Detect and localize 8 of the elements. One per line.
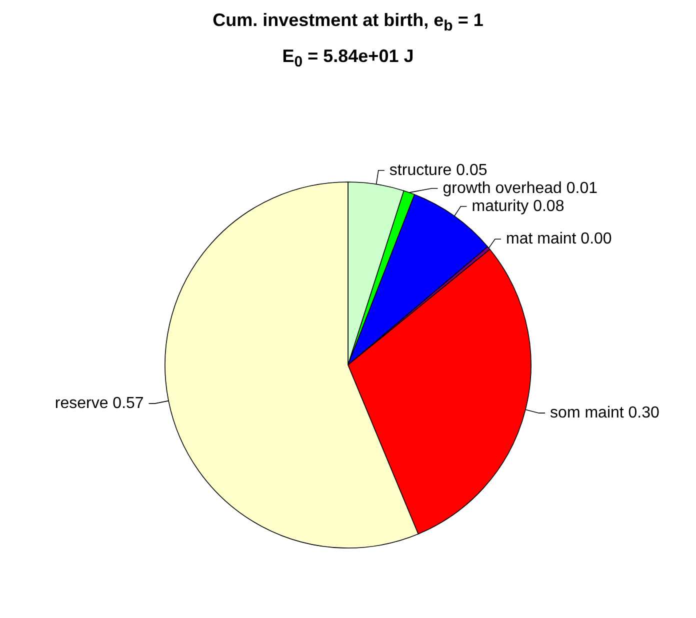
slice-label: maturity 0.08: [472, 198, 564, 215]
chart-title: Cum. investment at birth, e$_{b}$ = 1: [212, 10, 484, 35]
chart-subtitle: E$_{0}$ = 5.84e+01 J: [281, 46, 415, 71]
slice-label: som maint 0.30: [550, 404, 660, 422]
slice-label: reserve 0.57: [54, 395, 144, 412]
slice-label: structure 0.05: [389, 162, 488, 179]
slice-label: mat maint 0.00: [506, 230, 612, 248]
slice-label: growth overhead 0.01: [442, 180, 598, 197]
